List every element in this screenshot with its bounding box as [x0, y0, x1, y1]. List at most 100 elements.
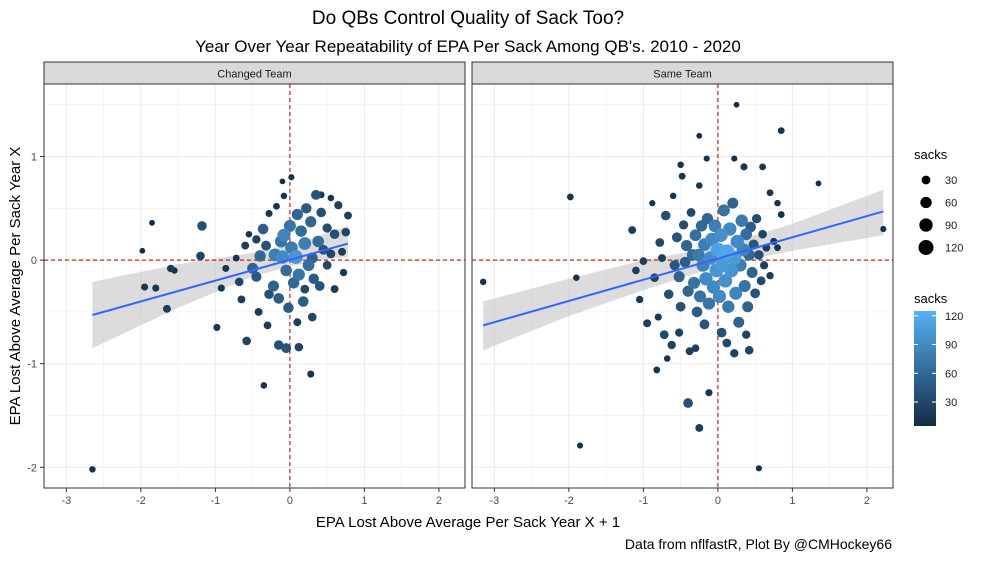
data-point: [695, 423, 704, 432]
data-point: [307, 312, 317, 322]
x-axis-label: EPA Lost Above Average Per Sack Year X +…: [316, 514, 620, 531]
data-point: [691, 306, 703, 318]
data-point: [344, 211, 352, 220]
data-point: [669, 260, 680, 271]
data-point: [738, 279, 751, 293]
legend-color-title: sacks: [914, 291, 948, 306]
y-axis-ticks: -2 -1 0 1: [27, 152, 44, 474]
colorbar: [914, 311, 936, 426]
x-tick-label: -2: [136, 495, 146, 507]
data-point: [677, 161, 684, 169]
data-point: [712, 289, 727, 304]
data-point: [280, 264, 292, 277]
data-point: [731, 155, 738, 162]
data-point: [740, 163, 748, 171]
data-point: [669, 192, 677, 200]
data-point: [280, 192, 288, 200]
data-point: [279, 178, 286, 185]
y-tick-label: -2: [27, 462, 37, 474]
data-point: [326, 249, 336, 259]
data-point: [663, 355, 671, 362]
data-point: [692, 248, 705, 262]
data-point: [152, 284, 160, 292]
data-point: [308, 273, 319, 284]
data-point: [632, 266, 640, 275]
data-point: [330, 285, 339, 294]
legend-color: sacks 30 60 90 120: [914, 291, 963, 426]
colorbar-tick-label: 30: [945, 397, 957, 409]
data-point: [341, 227, 351, 237]
caption: Data from nflfastR, Plot By @CMHockey66: [625, 536, 892, 552]
data-point: [689, 229, 702, 242]
trend-line: [482, 210, 884, 327]
data-point: [686, 208, 696, 217]
data-point: [678, 172, 686, 180]
data-point: [696, 132, 703, 139]
data-point: [254, 307, 263, 316]
x-tick-label: 2: [864, 495, 870, 507]
data-point: [327, 194, 335, 202]
data-point: [217, 284, 225, 292]
data-point: [655, 238, 665, 247]
data-point: [777, 211, 785, 218]
data-point: [730, 349, 739, 358]
data-point: [679, 256, 691, 268]
data-point: [699, 272, 713, 286]
data-point: [703, 155, 710, 162]
x-tick-label: -1: [210, 495, 220, 507]
data-point: [339, 268, 348, 277]
data-point: [639, 257, 648, 265]
data-point: [263, 321, 272, 330]
data-point: [273, 340, 284, 350]
data-point: [735, 214, 748, 227]
legend-size-label: 120: [945, 243, 963, 255]
legend-size: sacks 30 60 90 120: [914, 147, 963, 255]
legend-size-label: 30: [945, 175, 957, 187]
data-point: [663, 289, 674, 300]
data-point: [273, 293, 285, 304]
data-point: [733, 316, 745, 328]
data-point: [265, 209, 273, 218]
data-point: [479, 278, 487, 286]
x-tick-label: 1: [361, 495, 367, 507]
data-point: [298, 237, 312, 250]
chart-title: Do QBs Control Quality of Sack Too?: [312, 8, 624, 29]
y-axis-label: EPA Lost Above Average Per Sack Year X: [7, 147, 24, 426]
data-point: [678, 220, 689, 230]
data-point: [261, 240, 272, 251]
x-tick-label: 0: [287, 495, 293, 507]
data-point: [288, 250, 303, 264]
x-tick-label: 1: [789, 495, 795, 507]
data-point: [815, 180, 822, 187]
x-tick-label: -2: [564, 495, 574, 507]
data-point: [716, 327, 727, 338]
data-point: [260, 382, 268, 389]
y-tick-label: -1: [27, 359, 37, 371]
data-point: [300, 284, 310, 294]
data-point: [718, 274, 733, 288]
data-point: [774, 244, 781, 252]
legend-size-key: [921, 175, 931, 185]
panel-border: [471, 83, 894, 489]
data-point: [273, 202, 280, 210]
data-point: [680, 239, 693, 252]
data-point: [699, 319, 710, 330]
data-point: [628, 226, 637, 235]
legend-size-label: 60: [945, 198, 957, 210]
x-tick-label: -1: [638, 495, 648, 507]
data-point: [649, 200, 656, 207]
data-point: [693, 290, 707, 303]
data-point: [254, 250, 266, 262]
data-point: [234, 277, 244, 287]
data-point: [268, 280, 279, 292]
legend-size-key: [918, 240, 934, 255]
data-point: [759, 261, 769, 270]
legend-size-key: [919, 218, 933, 232]
panel-border: [43, 83, 466, 489]
data-point: [139, 247, 146, 254]
facet-label-changed-team: Changed Team: [217, 69, 291, 81]
data-point: [654, 313, 662, 321]
x-tick-label: -3: [489, 495, 499, 507]
